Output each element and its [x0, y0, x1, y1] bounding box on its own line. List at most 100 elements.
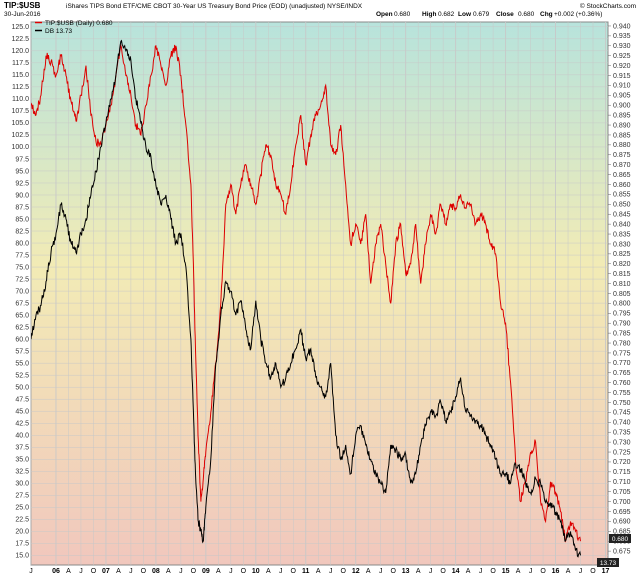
open-label: Open	[376, 11, 393, 18]
high-value: 0.682	[438, 11, 455, 18]
x-tick-label: A	[416, 568, 421, 575]
x-tick-label: 08	[152, 568, 160, 575]
left-tick-label: 97.5	[15, 156, 29, 163]
x-tick-label: A	[466, 568, 471, 575]
x-tick-label: O	[341, 568, 347, 575]
left-tick-label: 57.5	[15, 348, 29, 355]
right-tick-label: 0.760	[613, 380, 631, 387]
watermark: © StockCharts.com	[580, 2, 636, 10]
x-tick-label: A	[266, 568, 271, 575]
left-tick-label: 90.0	[15, 192, 29, 199]
x-axis-ticks: J 06 A J O 07 A J O 08 A J O 09 A J O 10 A J O 11 A J O 12 A J O 13 A J…	[29, 568, 609, 575]
right-tick-label: 0.850	[613, 202, 631, 209]
right-tick-label: 0.835	[613, 231, 631, 238]
x-tick-label: A	[166, 568, 171, 575]
ohlc-readout: Open 0.680 High 0.682 Low 0.679 Close 0.…	[376, 11, 602, 18]
x-tick-label: J	[529, 568, 533, 575]
legend-label-tip-usb: TIP:$USB (Daily) 0.680	[45, 20, 113, 27]
right-tick-label: 0.695	[613, 509, 631, 516]
x-tick-label: 14	[452, 568, 460, 575]
left-tick-label: 82.5	[15, 228, 29, 235]
right-tick-label: 0.675	[613, 548, 631, 555]
left-tick-label: 20.0	[15, 529, 29, 536]
x-tick-label: 10	[252, 568, 260, 575]
x-tick-label: O	[141, 568, 147, 575]
left-tick-label: 32.5	[15, 469, 29, 476]
left-tick-label: 65.0	[15, 312, 29, 319]
left-tick-label: 62.5	[15, 324, 29, 331]
right-tick-label: 0.775	[613, 350, 631, 357]
left-tick-label: 115.0	[12, 72, 29, 79]
left-tick-label: 117.5	[12, 60, 29, 67]
right-tick-label: 0.935	[613, 33, 631, 40]
close-label: Close	[496, 11, 514, 18]
x-tick-label: A	[516, 568, 521, 575]
x-tick-label: O	[490, 568, 496, 575]
left-tick-label: 47.5	[15, 397, 29, 404]
x-tick-label: J	[429, 568, 433, 575]
right-tick-label: 0.865	[613, 172, 631, 179]
close-value: 0.680	[518, 11, 535, 18]
left-tick-label: 120.0	[11, 48, 29, 55]
right-tick-label: 0.800	[613, 301, 631, 308]
right-tick-label: 0.730	[613, 439, 631, 446]
right-tick-label: 0.885	[613, 132, 631, 139]
right-tick-label: 0.870	[613, 162, 631, 169]
left-tick-label: 70.0	[15, 288, 29, 295]
left-tick-label: 42.5	[15, 421, 29, 428]
chart-description: iShares TIPS Bond ETF/CME CBOT 30-Year U…	[66, 3, 363, 10]
right-tick-label: 0.940	[613, 23, 631, 30]
grid-lines	[30, 22, 608, 565]
left-tick-label: 80.0	[15, 240, 29, 247]
right-tick-label: 0.840	[613, 221, 631, 228]
right-tick-label: 0.920	[613, 63, 631, 70]
x-tick-label: O	[590, 568, 596, 575]
right-tick-label: 0.900	[613, 103, 631, 110]
right-tick-label: 0.715	[613, 469, 631, 476]
right-tick-label: 0.785	[613, 330, 631, 337]
x-tick-label: 13	[402, 568, 410, 575]
x-tick-label: 16	[552, 568, 560, 575]
left-tick-label: 67.5	[15, 300, 29, 307]
left-tick-label: 17.5	[15, 541, 29, 548]
left-tick-label: 27.5	[15, 493, 29, 500]
right-tick-label: 0.690	[613, 519, 631, 526]
high-label: High	[422, 11, 436, 18]
x-tick-label: 07	[102, 568, 110, 575]
legend-label-db: DB 13.73	[45, 28, 72, 35]
last-value-tag-left: 13.73	[597, 558, 619, 567]
left-tick-label: 72.5	[15, 276, 29, 283]
left-tick-label: 77.5	[15, 252, 29, 259]
left-tick-label: 105.0	[11, 120, 29, 127]
x-tick-label: J	[179, 568, 183, 575]
last-value-tag-right: 0.680	[609, 534, 631, 543]
x-tick-label: O	[540, 568, 546, 575]
left-tick-label: 85.0	[15, 216, 29, 223]
right-tick-label: 0.925	[613, 53, 631, 60]
right-tick-label: 0.910	[613, 83, 631, 90]
x-tick-label: A	[316, 568, 321, 575]
left-tick-label: 45.0	[15, 409, 29, 416]
right-tick-label: 0.720	[613, 459, 631, 466]
right-tick-label: 0.890	[613, 122, 631, 129]
series-line-tip-usb	[31, 43, 581, 543]
left-tick-label: 100.0	[11, 144, 29, 151]
right-tick-label: 0.915	[613, 73, 631, 80]
left-tick-label: 87.5	[15, 204, 29, 211]
chart-symbol: TIP:$USB	[4, 1, 41, 10]
left-tick-label: 107.5	[11, 108, 29, 115]
right-tick-label: 0.795	[613, 311, 631, 318]
left-tick-label: 110.0	[12, 96, 29, 103]
right-tick-label: 0.685	[613, 529, 631, 536]
right-tick-label: 0.735	[613, 430, 631, 437]
x-tick-label: J	[29, 568, 33, 575]
left-tick-label: 60.0	[15, 336, 29, 343]
right-tick-label: 0.745	[613, 410, 631, 417]
left-tick-label: 102.5	[11, 132, 29, 139]
x-tick-label: A	[366, 568, 371, 575]
right-tick-label: 0.875	[613, 152, 631, 159]
open-value: 0.680	[394, 11, 411, 18]
right-tick-label: 0.805	[613, 291, 631, 298]
x-tick-label: A	[566, 568, 571, 575]
